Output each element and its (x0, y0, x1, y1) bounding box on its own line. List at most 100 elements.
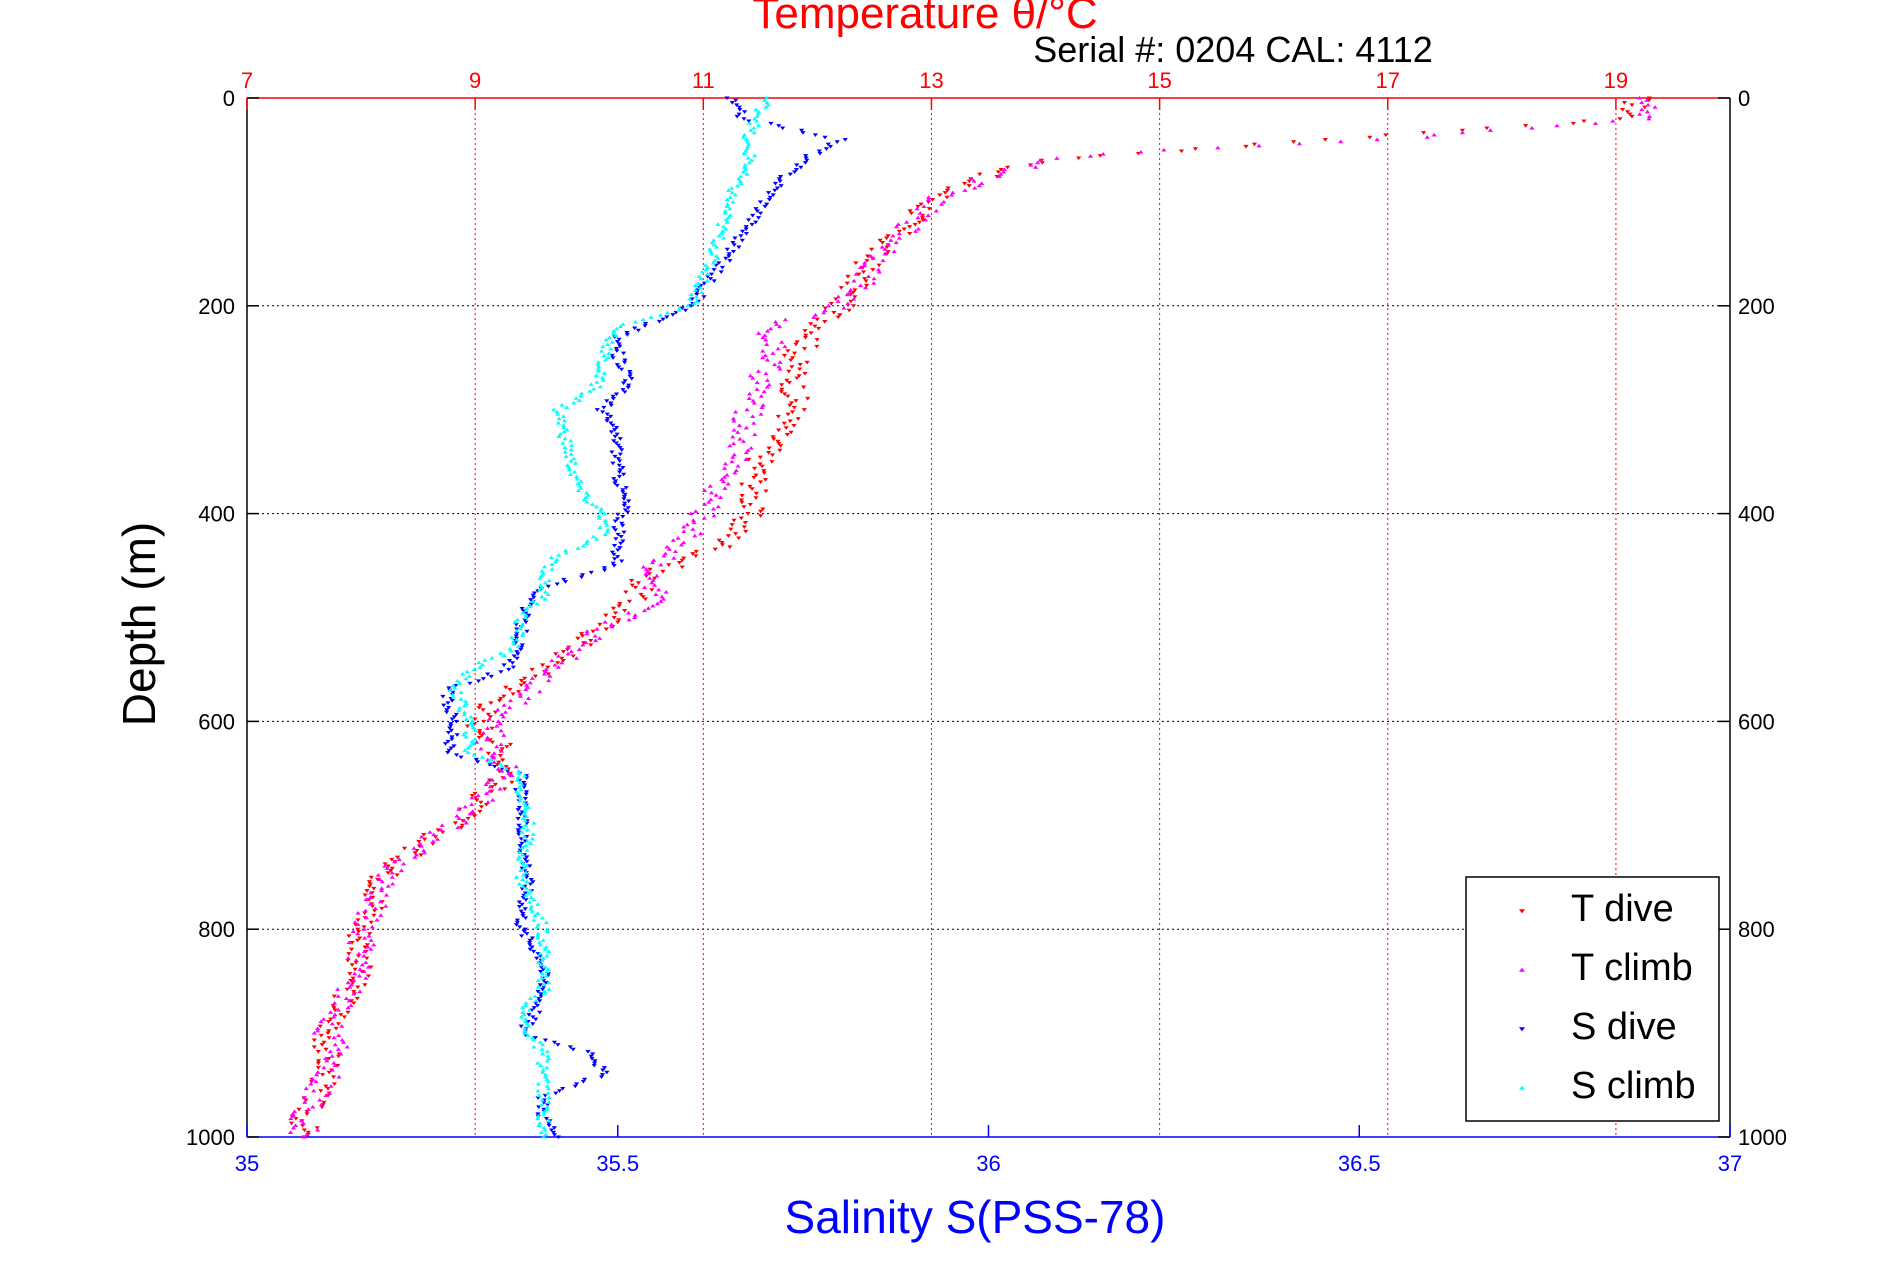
data-point (335, 987, 341, 991)
data-point (434, 837, 441, 841)
data-point (742, 110, 748, 114)
data-point (764, 95, 770, 100)
data-point (529, 945, 535, 950)
data-point (522, 1019, 529, 1024)
data-point (472, 717, 478, 722)
data-point (356, 973, 363, 978)
data-point (519, 829, 525, 834)
data-point (802, 335, 809, 340)
data-point (388, 869, 394, 873)
data-point (1581, 119, 1587, 124)
data-point (717, 495, 724, 499)
data-point (611, 615, 617, 620)
data-point (293, 1116, 299, 1121)
data-point (501, 775, 507, 780)
data-point (789, 356, 796, 360)
data-point (622, 390, 628, 394)
data-point (355, 927, 361, 932)
data-point (640, 564, 647, 569)
data-point (477, 665, 483, 669)
data-point (877, 238, 883, 243)
data-point (345, 956, 351, 960)
data-point (412, 851, 418, 855)
data-point (526, 940, 533, 945)
data-point (526, 1007, 533, 1012)
data-point (519, 633, 525, 637)
data-point (524, 776, 530, 781)
data-point (542, 964, 548, 969)
data-point (745, 218, 752, 223)
data-point (635, 328, 642, 333)
data-point (432, 835, 439, 839)
data-point (456, 708, 462, 712)
data-point (779, 387, 785, 392)
data-point (1523, 124, 1529, 128)
data-point (756, 331, 762, 335)
data-point (396, 857, 402, 861)
data-point (733, 409, 739, 414)
data-point (871, 276, 877, 281)
data-point (835, 299, 841, 303)
data-point (541, 991, 548, 996)
data-point (613, 346, 620, 351)
data-point (921, 204, 927, 208)
data-point (525, 1024, 532, 1028)
data-point (389, 875, 395, 879)
data-point (458, 690, 464, 695)
data-point (463, 734, 469, 739)
data-point (541, 982, 547, 987)
data-point (521, 866, 527, 870)
data-point (363, 897, 369, 902)
data-point (354, 938, 361, 943)
data-point (540, 1042, 546, 1047)
data-point (729, 185, 735, 190)
data-point (966, 179, 972, 184)
data-point (475, 793, 481, 798)
data-point (1570, 121, 1576, 126)
data-point (308, 1081, 314, 1086)
data-point (515, 690, 522, 694)
data-point (590, 629, 596, 634)
data-point (610, 561, 616, 566)
data-point (362, 908, 369, 913)
data-point (599, 1073, 606, 1077)
data-point (533, 1017, 539, 1022)
data-point (711, 268, 717, 272)
data-point (618, 541, 624, 546)
data-point (627, 370, 633, 374)
data-point (944, 188, 951, 193)
data-point (751, 125, 757, 130)
data-point (311, 1031, 317, 1035)
data-point (526, 613, 532, 618)
data-point (554, 582, 560, 587)
data-point (1001, 167, 1008, 172)
data-point (732, 470, 738, 475)
data-point (331, 1006, 337, 1010)
data-point (303, 1098, 309, 1103)
data-point (702, 488, 708, 493)
data-point (309, 1080, 315, 1084)
data-point (355, 918, 361, 923)
data-point (1035, 160, 1041, 165)
data-point (769, 460, 775, 464)
data-point (522, 700, 529, 705)
data-point (527, 603, 533, 608)
data-point (746, 391, 753, 396)
x-tick-label-bottom: 37 (1718, 1151, 1742, 1176)
data-point (545, 665, 551, 670)
data-point (764, 385, 770, 389)
data-point (594, 408, 600, 412)
data-point (604, 417, 611, 421)
data-point (323, 1084, 329, 1089)
data-point (537, 689, 543, 694)
data-point (576, 398, 583, 403)
data-point (747, 373, 754, 378)
data-point (782, 344, 788, 349)
data-point (516, 823, 522, 828)
data-point (522, 818, 528, 823)
data-point (762, 478, 769, 482)
data-point (535, 902, 541, 906)
data-point (748, 446, 754, 450)
data-point (495, 719, 502, 723)
data-point (539, 1097, 545, 1102)
